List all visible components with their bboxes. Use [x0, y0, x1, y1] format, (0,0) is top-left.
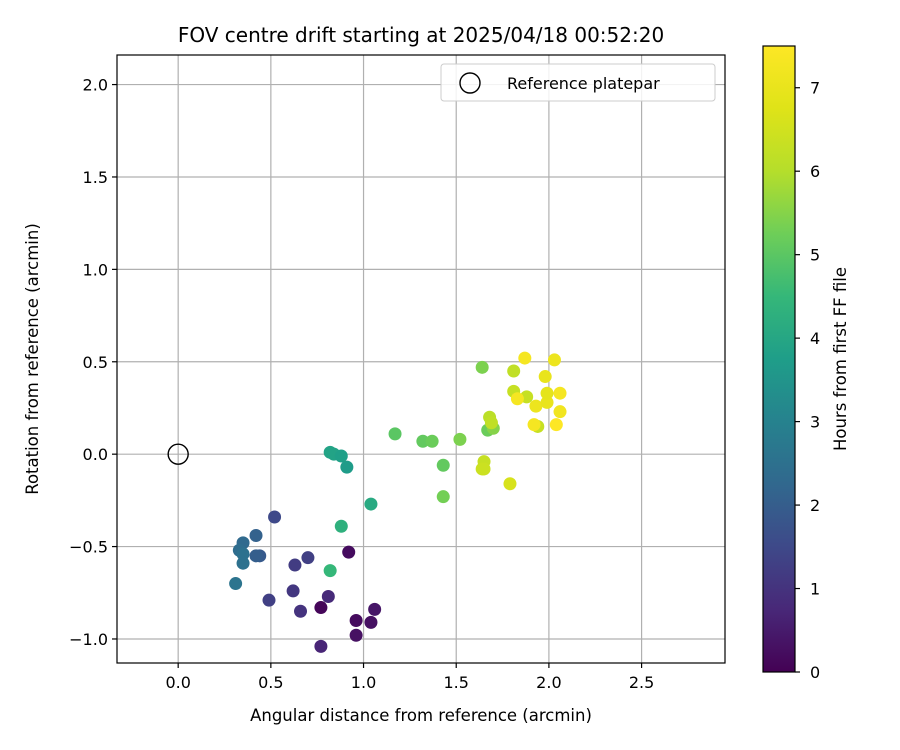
colorbar-tick-label: 3: [810, 413, 820, 432]
data-point: [436, 458, 450, 472]
colorbar-tick-label: 7: [810, 79, 820, 98]
y-tick-label: 0.5: [83, 353, 108, 372]
data-point: [553, 405, 567, 419]
data-point: [484, 416, 498, 430]
plot-frame: [116, 54, 726, 664]
data-point: [436, 490, 450, 504]
y-axis-label: Rotation from reference (arcmin): [23, 223, 42, 495]
x-tick-label: 1.0: [351, 673, 376, 692]
grid-lines: [117, 55, 725, 663]
data-point: [334, 449, 348, 463]
colorbar-label: Hours from first FF file: [831, 267, 850, 451]
data-point: [294, 604, 308, 618]
data-point: [553, 386, 567, 400]
colorbar-tick-label: 1: [810, 580, 820, 599]
data-point: [477, 462, 491, 476]
colorbar-tick-label: 2: [810, 496, 820, 515]
colorbar-frame: [762, 45, 796, 673]
legend-reference-marker: [459, 72, 481, 94]
data-point: [314, 601, 328, 615]
data-point: [453, 432, 467, 446]
data-point: [510, 392, 524, 406]
data-point: [229, 577, 243, 591]
data-point: [349, 613, 363, 627]
data-point: [288, 558, 302, 572]
data-points: [229, 351, 567, 653]
legend-box: [440, 63, 716, 102]
y-tick-label: −0.5: [69, 538, 108, 557]
colorbar-tick-label: 4: [810, 329, 820, 348]
x-tick-label: 0.0: [165, 673, 190, 692]
y-tick-label: 1.5: [83, 168, 108, 187]
data-point: [529, 399, 543, 413]
colorbar: 0 1 2 3 4 5 6 7 Hours from first FF file: [762, 45, 850, 682]
data-point: [334, 519, 348, 533]
colorbar-tick-label: 6: [810, 162, 820, 181]
x-tick-label: 0.5: [258, 673, 283, 692]
y-axis-ticks: −1.0 −0.5 0.0 0.5 1.0 1.5 2.0: [69, 76, 117, 649]
colorbar-tick-label: 0: [810, 663, 820, 682]
legend: Reference platepar: [440, 63, 716, 102]
data-point: [475, 360, 489, 374]
data-point: [538, 370, 552, 384]
reference-marker-layer: [167, 443, 189, 465]
data-point: [301, 551, 315, 565]
data-point: [262, 593, 276, 607]
data-point: [368, 602, 382, 616]
data-point: [286, 584, 300, 598]
data-point: [547, 353, 561, 367]
colorbar-ticks: 0 1 2 3 4 5 6 7: [795, 79, 820, 682]
data-point: [340, 460, 354, 474]
y-tick-label: 1.0: [83, 260, 108, 279]
data-point: [268, 510, 282, 524]
data-point: [503, 477, 517, 491]
data-point: [314, 639, 328, 653]
data-point: [507, 364, 521, 378]
chart-title: FOV centre drift starting at 2025/04/18 …: [178, 23, 664, 47]
colorbar-tick-label: 5: [810, 246, 820, 265]
legend-label: Reference platepar: [507, 74, 660, 93]
data-point: [364, 615, 378, 629]
data-point: [236, 556, 250, 570]
data-point: [518, 351, 532, 365]
data-point: [540, 395, 554, 409]
data-point: [425, 434, 439, 448]
data-point: [249, 549, 263, 563]
y-tick-label: 0.0: [83, 445, 108, 464]
data-point: [321, 589, 335, 603]
x-tick-label: 1.5: [443, 673, 468, 692]
colorbar-gradient: [763, 46, 795, 672]
reference-platepar-marker: [167, 443, 189, 465]
x-tick-label: 2.0: [536, 673, 561, 692]
data-point: [342, 545, 356, 559]
data-point: [549, 418, 563, 432]
data-point: [388, 427, 402, 441]
data-point: [364, 497, 378, 511]
data-point: [236, 547, 250, 561]
data-point: [249, 528, 263, 542]
data-point: [349, 628, 363, 642]
data-point: [540, 386, 554, 400]
data-point: [527, 418, 541, 432]
y-tick-label: 2.0: [83, 76, 108, 95]
y-tick-label: −1.0: [69, 630, 108, 649]
data-point: [416, 434, 430, 448]
x-axis-ticks: 0.0 0.5 1.0 1.5 2.0 2.5: [165, 663, 654, 692]
data-point: [323, 564, 337, 578]
x-axis-label: Angular distance from reference (arcmin): [250, 706, 592, 725]
x-tick-label: 2.5: [629, 673, 654, 692]
